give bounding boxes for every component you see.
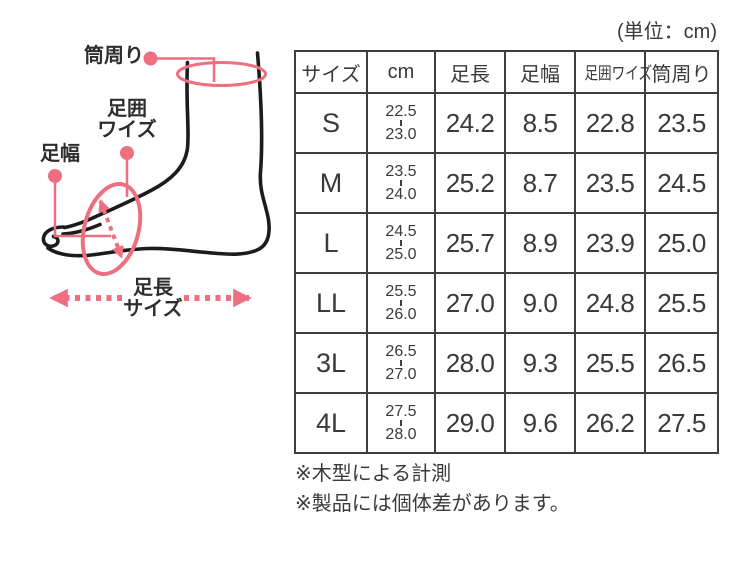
cell-cm-range: 22.5 23.0 <box>366 92 436 154</box>
table-row-l: L 24.5 25.0 25.7 8.9 23.9 25.0 <box>294 212 719 274</box>
cell-foot-girth: 24.8 <box>574 272 646 334</box>
cm-to: 26.0 <box>385 306 417 323</box>
foot-girth-label-line2: ワイズ <box>97 119 157 141</box>
cell-foot-girth: 25.5 <box>574 332 646 394</box>
cell-foot-length: 29.0 <box>434 392 506 454</box>
foot-girth-dot <box>120 146 134 160</box>
table-row-3l: 3L 26.5 27.0 28.0 9.3 25.5 26.5 <box>294 332 719 394</box>
cell-tube-girth: 26.5 <box>644 332 719 394</box>
foot-length-label-line2: サイズ <box>123 298 183 320</box>
cell-tube-girth: 25.0 <box>644 212 719 274</box>
cell-foot-length: 24.2 <box>434 92 506 154</box>
cell-foot-width: 9.0 <box>504 272 576 334</box>
foot-width-label: 足幅 <box>40 143 80 165</box>
cell-cm-range: 27.5 28.0 <box>366 392 436 454</box>
cell-foot-width: 9.3 <box>504 332 576 394</box>
cm-from: 26.5 <box>385 343 417 360</box>
cm-from: 22.5 <box>385 103 417 120</box>
cell-tube-girth: 24.5 <box>644 152 719 214</box>
col-header-size: サイズ <box>294 50 368 94</box>
tube-girth-dot <box>143 51 158 66</box>
cell-foot-length: 27.0 <box>434 272 506 334</box>
cell-size: 3L <box>294 332 368 394</box>
foot-girth-label-line1: 足囲 <box>107 98 147 120</box>
cell-foot-width: 8.9 <box>504 212 576 274</box>
foot-length-label: 足長 サイズ <box>111 278 195 320</box>
cm-to: 24.0 <box>385 186 417 203</box>
boot-measurement-diagram: 筒周り 足囲 ワイズ 足幅 足長 サイズ <box>0 0 300 350</box>
cell-cm-range: 26.5 27.0 <box>366 332 436 394</box>
foot-girth-arrow <box>98 199 124 259</box>
cell-size: M <box>294 152 368 214</box>
cell-foot-girth: 23.5 <box>574 152 646 214</box>
size-table: サイズ cm 足長 足幅 足囲ワイズ 筒周り S 22.5 23.0 24.2 <box>294 50 719 454</box>
col-header-tube-girth: 筒周り <box>644 50 719 94</box>
cell-foot-length: 28.0 <box>434 332 506 394</box>
cell-cm-range: 25.5 26.0 <box>366 272 436 334</box>
foot-width-connector <box>53 183 111 238</box>
cell-foot-girth: 23.9 <box>574 212 646 274</box>
foot-girth-label: 足囲 ワイズ <box>96 99 158 141</box>
cell-size: S <box>294 92 368 154</box>
col-header-cm: cm <box>366 50 436 94</box>
cell-foot-width: 8.5 <box>504 92 576 154</box>
tube-girth-connector <box>157 57 216 82</box>
cell-size: L <box>294 212 368 274</box>
cm-from: 24.5 <box>385 223 417 240</box>
table-row-s: S 22.5 23.0 24.2 8.5 22.8 23.5 <box>294 92 719 154</box>
cell-tube-girth: 23.5 <box>644 92 719 154</box>
cell-foot-length: 25.2 <box>434 152 506 214</box>
range-tick <box>400 120 402 126</box>
cell-size: LL <box>294 272 368 334</box>
cell-foot-girth: 22.8 <box>574 92 646 154</box>
table-row-4l: 4L 27.5 28.0 29.0 9.6 26.2 27.5 <box>294 392 719 454</box>
cell-foot-girth: 26.2 <box>574 392 646 454</box>
cell-foot-width: 8.7 <box>504 152 576 214</box>
foot-length-label-line1: 足長 <box>133 277 173 299</box>
range-tick <box>400 420 402 426</box>
cm-to: 27.0 <box>385 366 417 383</box>
cell-size: 4L <box>294 392 368 454</box>
col-header-foot-width: 足幅 <box>504 50 576 94</box>
range-tick <box>400 240 402 246</box>
measurement-annotations <box>48 51 267 308</box>
col-header-foot-girth: 足囲ワイズ <box>574 50 652 94</box>
cell-foot-length: 25.7 <box>434 212 506 274</box>
cm-to: 28.0 <box>385 426 417 443</box>
table-row-m: M 23.5 24.0 25.2 8.7 23.5 24.5 <box>294 152 719 214</box>
header-row: サイズ cm 足長 足幅 足囲ワイズ 筒周り <box>294 50 719 94</box>
cm-to: 23.0 <box>385 126 417 143</box>
table-row-ll: LL 25.5 26.0 27.0 9.0 24.8 25.5 <box>294 272 719 334</box>
boot-foot-illustration <box>41 51 271 308</box>
cell-cm-range: 23.5 24.0 <box>366 152 436 214</box>
cm-from: 25.5 <box>385 283 417 300</box>
cm-from: 27.5 <box>385 403 417 420</box>
range-tick <box>400 360 402 366</box>
foot-girth-ellipse <box>80 182 143 276</box>
tube-girth-ellipse <box>176 61 267 87</box>
note-individual-variance: ※製品には個体差があります。 <box>295 493 570 515</box>
cell-tube-girth: 27.5 <box>644 392 719 454</box>
range-tick <box>400 180 402 186</box>
col-header-foot-length: 足長 <box>434 50 506 94</box>
cm-to: 25.0 <box>385 246 417 263</box>
cell-foot-width: 9.6 <box>504 392 576 454</box>
note-measurement-method: ※木型による計測 <box>295 463 452 485</box>
cm-from: 23.5 <box>385 163 417 180</box>
cell-cm-range: 24.5 25.0 <box>366 212 436 274</box>
tube-girth-label: 筒周り <box>84 45 144 67</box>
unit-label: (単位：cm) <box>617 21 717 43</box>
foot-width-dot <box>48 169 62 183</box>
cell-tube-girth: 25.5 <box>644 272 719 334</box>
range-tick <box>400 300 402 306</box>
